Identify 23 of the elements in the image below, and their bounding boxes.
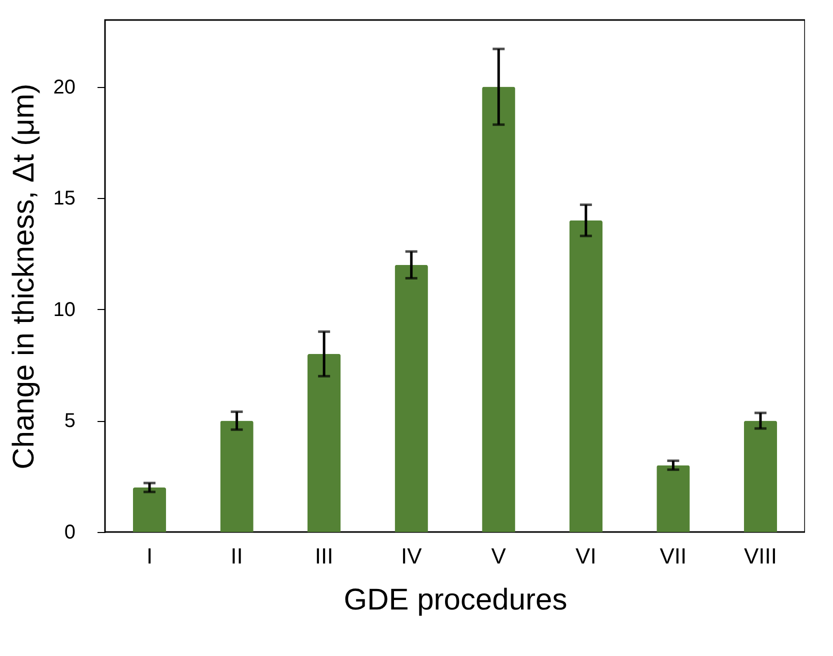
- bar: [307, 354, 341, 532]
- x-tick-label: II: [230, 544, 243, 568]
- bar: [220, 420, 254, 532]
- bar: [656, 465, 690, 532]
- y-tick-label: 0: [64, 522, 76, 544]
- x-tick-label: V: [491, 544, 506, 568]
- y-tick-label: 10: [53, 298, 76, 321]
- x-tick-label: VIII: [744, 544, 777, 568]
- x-tick-label: I: [146, 544, 153, 568]
- bar: [744, 420, 778, 532]
- y-axis-title: Change in thickness, Δt (μm): [7, 84, 40, 470]
- y-tick-label: 5: [64, 410, 76, 432]
- y-tick-label: 20: [53, 76, 76, 98]
- bar: [132, 487, 166, 532]
- y-tick-label: 15: [53, 188, 76, 210]
- x-tick-label: VII: [660, 544, 687, 568]
- x-tick-label: VI: [576, 544, 596, 568]
- x-axis-title: GDE procedures: [344, 584, 568, 616]
- bar: [394, 264, 428, 532]
- bar: [482, 86, 516, 532]
- bar: [569, 220, 603, 532]
- x-tick-label: IV: [400, 544, 422, 568]
- x-tick-label: III: [314, 544, 334, 568]
